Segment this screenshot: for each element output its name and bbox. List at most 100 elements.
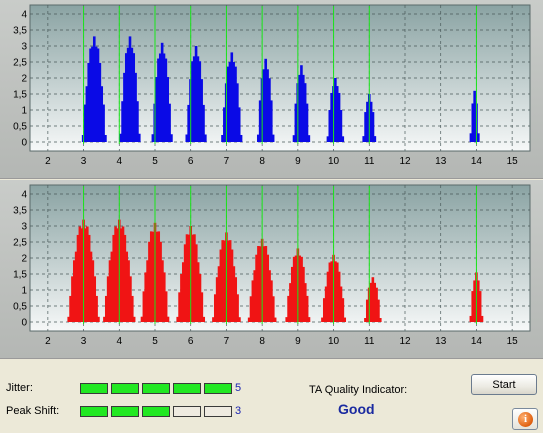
x-tick-label: 9 (295, 336, 301, 347)
x-tick-label: 8 (259, 156, 265, 167)
histogram-bar (100, 86, 104, 142)
histogram-bar (302, 266, 305, 322)
histogram-bar (213, 294, 217, 322)
histogram-bar (148, 241, 151, 322)
x-tick-label: 13 (435, 156, 447, 167)
histogram-bar (200, 79, 203, 142)
peak-shift-label: Peak Shift: (6, 405, 60, 417)
x-tick-label: 14 (471, 336, 483, 347)
histogram-bar (321, 317, 324, 322)
y-tick-label: 4 (21, 10, 27, 21)
histogram-bar (300, 65, 303, 142)
top-chart-panel: 0 0,5 1 1,5 2 2,5 3 3,5 4 2 3 4 5 6 7 8 9 10 11 12 13 14 15 (0, 0, 543, 179)
histogram-bar (328, 262, 332, 322)
histogram-bar (335, 262, 339, 322)
y-tick-label: 3 (21, 42, 27, 53)
x-tick-label: 2 (45, 336, 51, 347)
histogram-bar (192, 56, 196, 142)
histogram-bar (67, 316, 71, 322)
x-tick-label: 2 (45, 156, 51, 167)
histogram-bar (193, 234, 196, 322)
histogram-bar (480, 315, 484, 322)
histogram-bar (477, 133, 480, 142)
histogram-bar (339, 110, 343, 142)
histogram-bar (262, 246, 266, 322)
histogram-bar (377, 299, 380, 322)
meter-segment (142, 383, 170, 394)
blue-pit-chart: 0 0,5 1 1,5 2 2,5 3 3,5 4 2 3 4 5 6 7 8 9 10 11 12 13 14 15 (13, 4, 531, 167)
histogram-bar (69, 295, 72, 322)
histogram-bar (196, 262, 200, 322)
y-tick-label: 2,5 (13, 238, 27, 249)
status-area: Jitter: 5 Peak Shift: 3 TA Quality Indic… (0, 360, 543, 433)
histogram-bar (97, 316, 100, 322)
histogram-bar (85, 86, 89, 142)
histogram-bar (129, 276, 132, 322)
peak-shift-value: 3 (235, 405, 242, 417)
histogram-bar (228, 240, 232, 322)
histogram-bar (166, 77, 170, 142)
start-button[interactable]: Start (471, 374, 537, 395)
x-tick-label: 5 (152, 156, 158, 167)
histogram-bar (176, 316, 180, 322)
histogram-bar (326, 136, 330, 142)
red-land-chart: 0 0,5 1 1,5 2 2,5 3 3,5 4 2 3 4 5 6 7 8 9 10 11 12 13 14 15 (13, 184, 531, 347)
histogram-bar (119, 133, 123, 142)
histogram-bar (106, 276, 110, 322)
histogram-bar (128, 36, 132, 142)
histogram-bar (85, 226, 89, 322)
histogram-bar (198, 61, 202, 142)
y-tick-label: 1 (21, 106, 27, 117)
histogram-bar (232, 62, 235, 142)
histogram-bar (89, 48, 92, 142)
histogram-bar (230, 249, 234, 322)
histogram-bar (92, 36, 96, 142)
histogram-bar (87, 62, 91, 143)
histogram-bar (151, 134, 155, 142)
histogram-bar (305, 103, 309, 142)
histogram-bar (142, 291, 146, 322)
histogram-bar (328, 110, 332, 142)
y-tick-label: 2,5 (13, 58, 27, 69)
meter-segment (80, 406, 108, 417)
histogram-bar (74, 251, 78, 322)
meter-segment (111, 383, 139, 394)
histogram-bar (132, 316, 136, 322)
y-tick-label: 0 (21, 318, 27, 329)
peak-shift-meter (80, 406, 232, 417)
histogram-bar (126, 47, 130, 143)
histogram-bar (469, 133, 473, 142)
histogram-bar (180, 274, 183, 322)
histogram-bar (364, 112, 367, 142)
histogram-bar (247, 317, 251, 322)
histogram-bar (268, 78, 271, 142)
histogram-bar (239, 134, 243, 142)
histogram-bar (471, 103, 475, 142)
histogram-bar (236, 294, 239, 322)
histogram-bar (114, 226, 117, 322)
jitter-meter (80, 383, 232, 394)
histogram-bar (127, 260, 130, 322)
histogram-bar (290, 266, 294, 322)
histogram-bar (164, 291, 168, 322)
histogram-bar (96, 48, 100, 142)
histogram-bar (98, 62, 102, 143)
info-button[interactable]: i (512, 408, 538, 430)
histogram-bar (269, 100, 273, 142)
histogram-bar (187, 104, 190, 142)
y-tick-label: 0 (21, 138, 27, 149)
histogram-bar (264, 245, 268, 322)
histogram-bar (119, 228, 123, 322)
histogram-bar (322, 298, 326, 322)
histogram-bar (91, 260, 95, 322)
histogram-bar (476, 280, 480, 322)
histogram-bar (298, 74, 301, 142)
histogram-bar (337, 271, 341, 322)
histogram-bar (191, 61, 194, 142)
histogram-bar (365, 299, 369, 322)
histogram-bar (215, 277, 219, 322)
histogram-bar (371, 112, 375, 142)
histogram-bar (343, 317, 347, 322)
histogram-bar (270, 280, 273, 322)
histogram-bar (268, 270, 271, 322)
